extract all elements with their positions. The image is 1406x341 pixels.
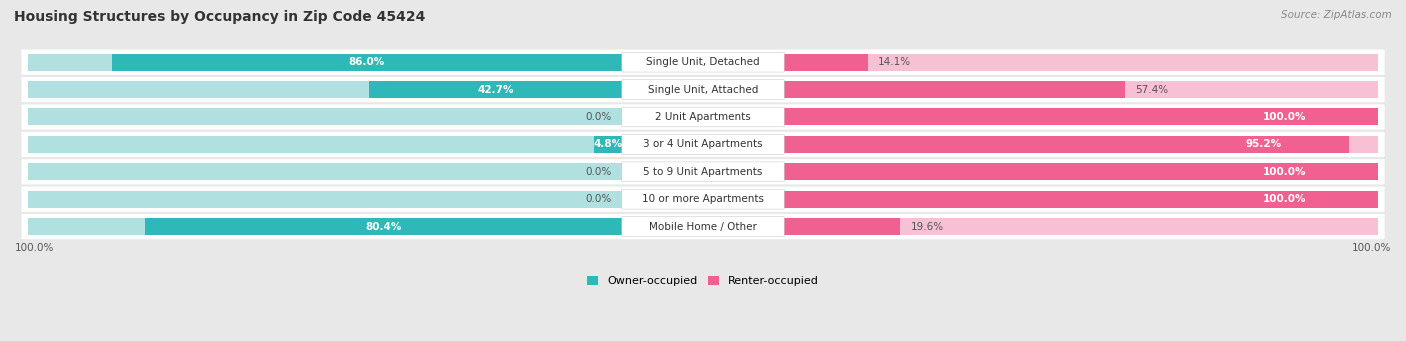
FancyBboxPatch shape [621, 135, 785, 154]
FancyBboxPatch shape [621, 80, 785, 100]
FancyBboxPatch shape [785, 108, 1378, 125]
FancyBboxPatch shape [21, 104, 1385, 130]
FancyBboxPatch shape [368, 81, 621, 98]
Text: Housing Structures by Occupancy in Zip Code 45424: Housing Structures by Occupancy in Zip C… [14, 10, 426, 24]
FancyBboxPatch shape [593, 136, 621, 153]
Text: 19.6%: 19.6% [911, 222, 943, 232]
FancyBboxPatch shape [785, 54, 1378, 71]
FancyBboxPatch shape [621, 107, 785, 127]
Text: 10 or more Apartments: 10 or more Apartments [643, 194, 763, 204]
FancyBboxPatch shape [785, 108, 1378, 125]
FancyBboxPatch shape [21, 214, 1385, 239]
FancyBboxPatch shape [785, 191, 1378, 208]
FancyBboxPatch shape [785, 218, 1378, 235]
FancyBboxPatch shape [785, 191, 1378, 208]
FancyBboxPatch shape [21, 187, 1385, 212]
Text: 100.0%: 100.0% [1263, 194, 1306, 204]
Text: 42.7%: 42.7% [477, 85, 513, 94]
Text: 100.0%: 100.0% [1351, 243, 1391, 253]
FancyBboxPatch shape [111, 54, 621, 71]
Text: 95.2%: 95.2% [1246, 139, 1281, 149]
Text: 100.0%: 100.0% [15, 243, 55, 253]
FancyBboxPatch shape [28, 54, 621, 71]
FancyBboxPatch shape [621, 189, 785, 209]
FancyBboxPatch shape [785, 218, 900, 235]
FancyBboxPatch shape [785, 54, 868, 71]
FancyBboxPatch shape [785, 163, 1378, 180]
FancyBboxPatch shape [785, 163, 1378, 180]
Legend: Owner-occupied, Renter-occupied: Owner-occupied, Renter-occupied [582, 271, 824, 291]
FancyBboxPatch shape [28, 163, 621, 180]
Text: 100.0%: 100.0% [1263, 167, 1306, 177]
Text: 80.4%: 80.4% [366, 222, 402, 232]
FancyBboxPatch shape [28, 218, 621, 235]
FancyBboxPatch shape [28, 108, 621, 125]
Text: Single Unit, Detached: Single Unit, Detached [647, 57, 759, 67]
Text: 0.0%: 0.0% [586, 194, 612, 204]
Text: 2 Unit Apartments: 2 Unit Apartments [655, 112, 751, 122]
FancyBboxPatch shape [785, 81, 1378, 98]
Text: Mobile Home / Other: Mobile Home / Other [650, 222, 756, 232]
Text: 57.4%: 57.4% [1135, 85, 1168, 94]
Text: 14.1%: 14.1% [877, 57, 911, 67]
FancyBboxPatch shape [621, 52, 785, 72]
Text: 100.0%: 100.0% [1263, 112, 1306, 122]
FancyBboxPatch shape [21, 77, 1385, 102]
Text: Single Unit, Attached: Single Unit, Attached [648, 85, 758, 94]
FancyBboxPatch shape [785, 81, 1125, 98]
Text: 3 or 4 Unit Apartments: 3 or 4 Unit Apartments [643, 139, 763, 149]
Text: Source: ZipAtlas.com: Source: ZipAtlas.com [1281, 10, 1392, 20]
Text: 0.0%: 0.0% [586, 167, 612, 177]
FancyBboxPatch shape [21, 159, 1385, 184]
Text: 86.0%: 86.0% [349, 57, 385, 67]
FancyBboxPatch shape [28, 136, 621, 153]
Text: 5 to 9 Unit Apartments: 5 to 9 Unit Apartments [644, 167, 762, 177]
FancyBboxPatch shape [21, 132, 1385, 157]
Text: 0.0%: 0.0% [586, 112, 612, 122]
FancyBboxPatch shape [28, 81, 621, 98]
FancyBboxPatch shape [28, 191, 621, 208]
FancyBboxPatch shape [621, 162, 785, 182]
FancyBboxPatch shape [785, 136, 1378, 153]
FancyBboxPatch shape [145, 218, 621, 235]
FancyBboxPatch shape [785, 136, 1348, 153]
FancyBboxPatch shape [621, 217, 785, 237]
FancyBboxPatch shape [21, 49, 1385, 75]
Text: 4.8%: 4.8% [593, 139, 623, 149]
